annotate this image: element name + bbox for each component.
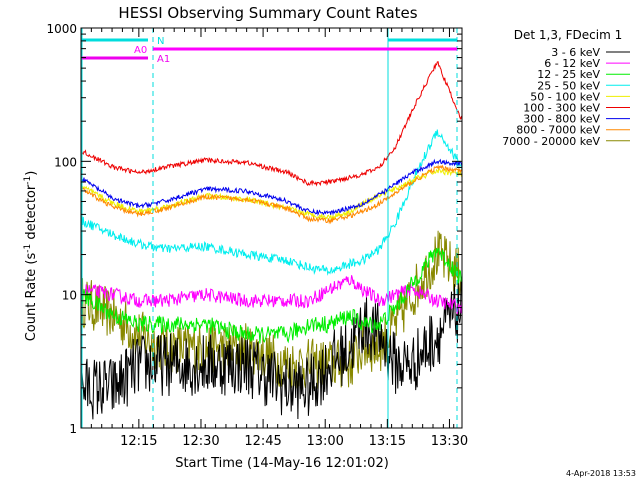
y-tick-label: 1	[69, 422, 77, 436]
x-axis-label: Start Time (14-May-16 12:01:02)	[175, 456, 389, 471]
legend-label: 6 - 12 keV	[544, 57, 600, 70]
y-axis-label: Count Rate (s-1 detector-1)	[23, 171, 39, 342]
series-line-0	[80, 276, 463, 420]
timestamp: 4-Apr-2018 13:53	[566, 469, 636, 478]
series-line-7	[80, 164, 463, 225]
x-tick-label: 13:30	[431, 434, 468, 449]
series-line-4	[80, 167, 463, 222]
series-line-6	[80, 158, 463, 217]
y-axis-label-sup2: -1	[23, 176, 33, 185]
flag-bars: N A0 A1	[81, 28, 458, 428]
series-line-5	[80, 61, 463, 187]
flag-label-a0: A0	[134, 45, 147, 56]
legend-title: Det 1,3, FDecim 1	[514, 28, 622, 42]
series-line-2	[80, 247, 463, 344]
x-tick-label: 12:30	[182, 434, 219, 449]
legend-label: 100 - 300 keV	[523, 102, 600, 115]
x-tick-label: 13:15	[369, 434, 406, 449]
axes: 1 10 100 1000 12:15 12:30 12:45 13:00 13:15 13:30	[46, 22, 468, 449]
flag-label-a1: A1	[157, 54, 170, 65]
plot-area	[80, 61, 463, 420]
legend-label: 50 - 100 keV	[530, 90, 600, 103]
x-tick-label: 12:45	[244, 434, 281, 449]
legend-label: 3 - 6 keV	[551, 46, 600, 59]
legend-label: 12 - 25 keV	[537, 68, 600, 81]
legend-label: 25 - 50 keV	[537, 79, 600, 92]
y-axis-label-sup1: -1	[23, 244, 33, 253]
y-tick-label: 100	[54, 155, 77, 169]
y-axis-label-main: Count Rate (s	[24, 253, 39, 342]
legend-label: 300 - 800 keV	[523, 113, 600, 126]
series-line-1	[80, 275, 463, 315]
chart-title: HESSI Observing Summary Count Rates	[118, 4, 417, 22]
y-axis-label-end: )	[24, 171, 39, 176]
series-line-8	[80, 230, 463, 390]
x-tick-label: 12:15	[120, 434, 157, 449]
plot-frame	[80, 27, 463, 429]
legend-label: 7000 - 20000 keV	[502, 135, 600, 148]
y-tick-label: 1000	[46, 22, 77, 36]
x-tick-label: 13:00	[306, 434, 343, 449]
y-tick-label: 10	[62, 289, 77, 303]
y-axis-label-mid: detector	[24, 184, 39, 244]
legend-label: 800 - 7000 keV	[516, 124, 600, 137]
series-line-3	[80, 129, 463, 276]
flag-label-n: N	[157, 36, 164, 47]
